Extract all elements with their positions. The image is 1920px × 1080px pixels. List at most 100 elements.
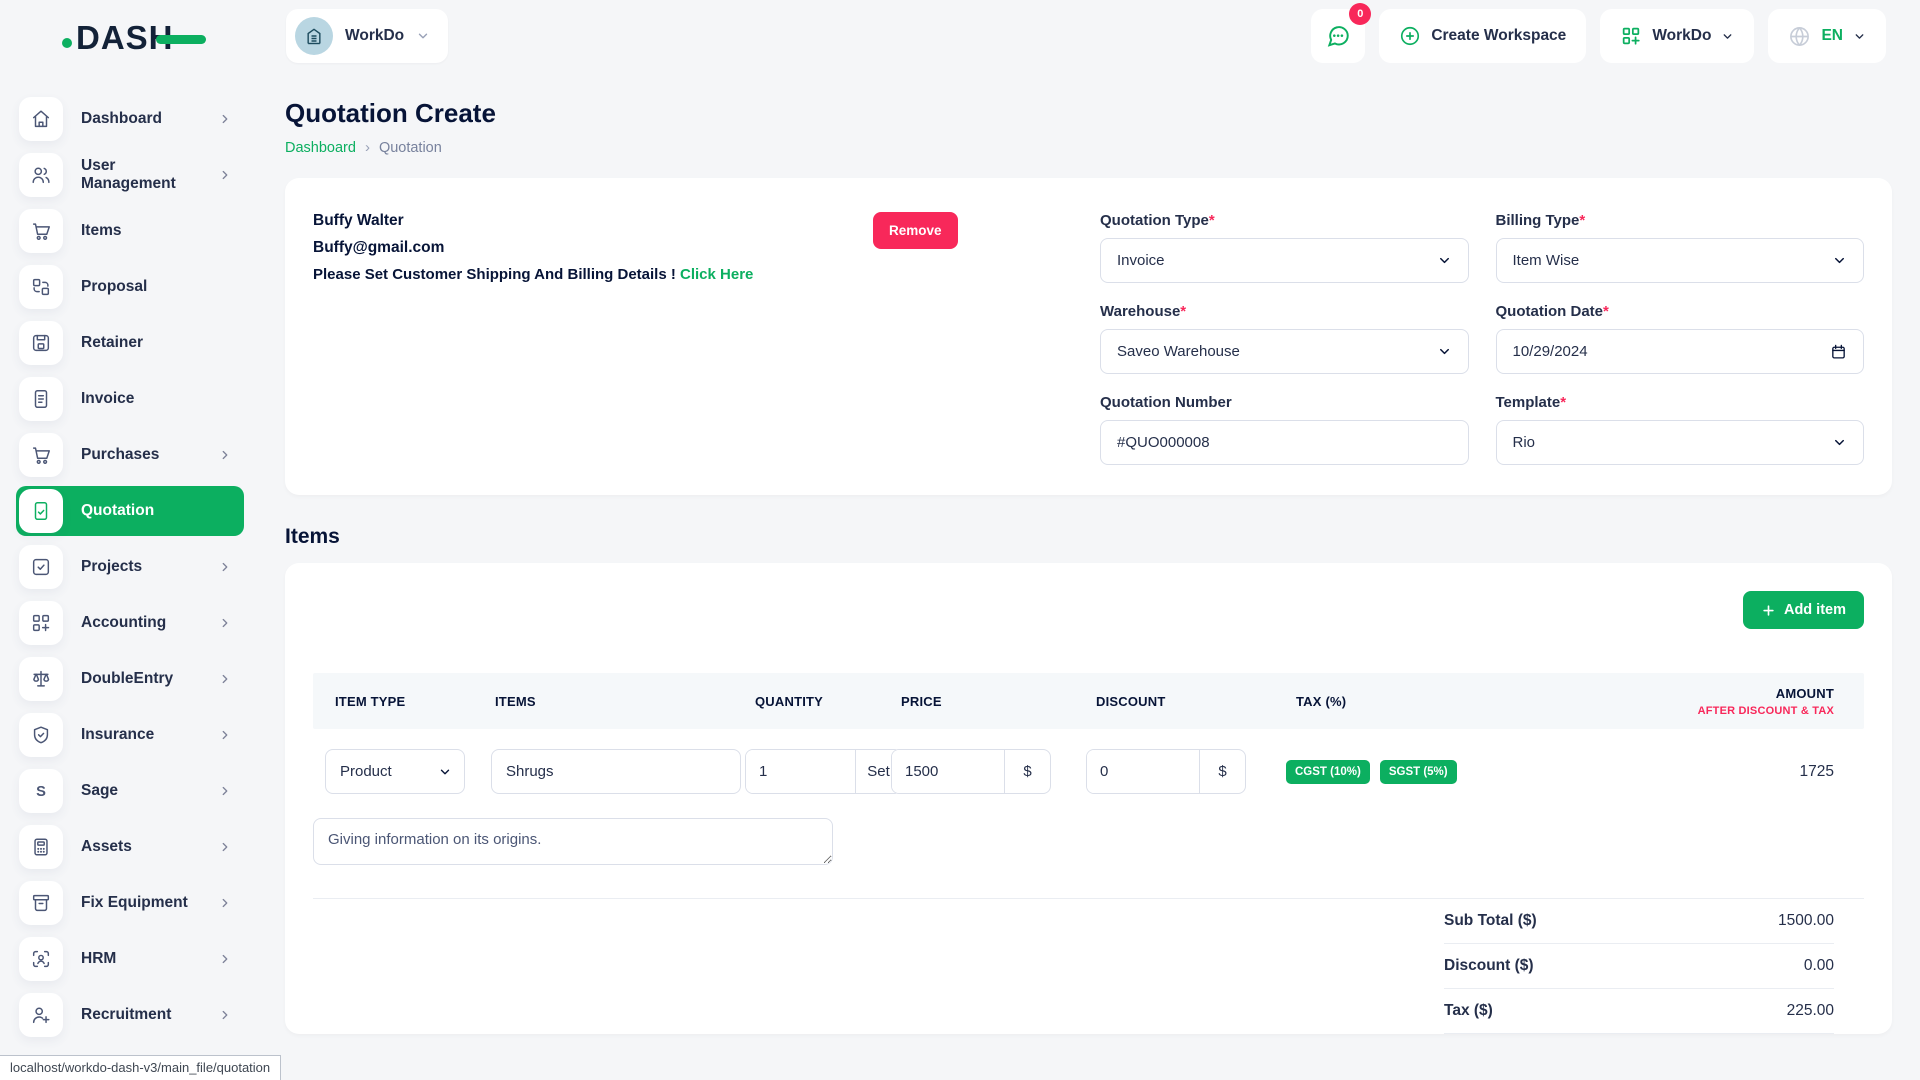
sidebar-item-quotation[interactable]: Quotation xyxy=(16,486,244,536)
remove-customer-button[interactable]: Remove xyxy=(873,212,958,249)
template-label: Template* xyxy=(1495,394,1567,411)
chevron-down-icon xyxy=(1855,33,1864,39)
item-description-input[interactable]: Giving information on its origins. xyxy=(313,818,833,865)
sidebar-item-label: Sage xyxy=(81,782,119,799)
sidebar-item-label: Quotation xyxy=(81,502,155,519)
quotation-date-field: Quotation Date* 10/29/2024 xyxy=(1495,303,1864,374)
discount-total-row: Discount ($) 0.00 xyxy=(1444,944,1834,989)
sidebar-item-assets[interactable]: Assets xyxy=(16,822,244,872)
click-here-link[interactable]: Click Here xyxy=(680,266,754,283)
customer-block: Buffy Walter Buffy@gmail.com Please Set … xyxy=(313,212,873,283)
discount-input[interactable] xyxy=(1087,750,1199,793)
sidebar-item-insurance[interactable]: Insurance xyxy=(16,710,244,760)
sidebar-item-hrm[interactable]: HRM xyxy=(16,934,244,984)
totals-divider xyxy=(313,898,1864,899)
tax-badge-sgst: SGST (5%) xyxy=(1379,759,1457,784)
quotation-form: Quotation Type* Invoice Billing Type* It… xyxy=(1100,212,1864,465)
quotation-number-label: Quotation Number xyxy=(1100,394,1232,411)
sidebar-item-purchases[interactable]: Purchases xyxy=(16,430,244,480)
sidebar-item-proposal[interactable]: Proposal xyxy=(16,262,244,312)
user-scan-icon xyxy=(19,937,63,981)
sidebar-item-accounting[interactable]: Accounting xyxy=(16,598,244,648)
col-item-type: ITEM TYPE xyxy=(335,693,406,709)
chevron-down-icon xyxy=(418,33,428,39)
template-select[interactable]: Rio xyxy=(1495,420,1864,465)
col-price: PRICE xyxy=(901,693,942,709)
breadcrumb-current: Quotation xyxy=(378,139,442,156)
browser-status-bar: localhost/workdo-dash-v3/main_file/quota… xyxy=(0,1055,282,1080)
create-workspace-button[interactable]: Create Workspace xyxy=(1379,9,1587,63)
chevron-down-icon xyxy=(440,769,450,774)
quotation-number-input[interactable]: #QUO000008 xyxy=(1100,420,1469,465)
billing-type-select[interactable]: Item Wise xyxy=(1495,238,1864,283)
workspace-selector[interactable]: WorkDo xyxy=(286,9,449,63)
cart-icon xyxy=(19,433,63,477)
quantity-group: Set xyxy=(745,749,902,794)
sidebar-item-retainer[interactable]: Retainer xyxy=(16,318,244,368)
sidebar-item-label: Invoice xyxy=(81,390,135,407)
user-plus-icon xyxy=(19,993,63,1037)
quotation-type-select[interactable]: Invoice xyxy=(1100,238,1469,283)
chevron-down-icon xyxy=(1835,439,1844,446)
grid-plus-icon xyxy=(19,601,63,645)
grid-plus-icon xyxy=(1623,27,1640,45)
sidebar-item-projects[interactable]: Projects xyxy=(16,542,244,592)
chat-bubble-icon xyxy=(1328,26,1350,47)
users-icon xyxy=(19,153,63,197)
sidebar: Dashboard User Management Items Proposal Ret… xyxy=(0,72,260,1080)
sidebar-item-label: Projects xyxy=(81,558,143,575)
breadcrumb-dashboard-link[interactable]: Dashboard xyxy=(285,139,356,156)
home-icon xyxy=(19,97,63,141)
svg-text:DASH: DASH xyxy=(76,19,174,56)
add-item-button[interactable]: Add item xyxy=(1742,591,1864,629)
chevron-down-icon xyxy=(1724,33,1732,39)
sidebar-item-sage[interactable]: S Sage xyxy=(16,766,244,816)
messages-button[interactable]: 0 xyxy=(1311,3,1372,63)
chevron-right-icon xyxy=(218,168,232,182)
language-label: EN xyxy=(1821,27,1843,44)
chevron-right-icon xyxy=(218,840,232,854)
item-description-row: Giving information on its origins. xyxy=(313,818,1864,870)
workspace-switcher-button[interactable]: WorkDo xyxy=(1600,9,1755,63)
subtotal-value: 1500.00 xyxy=(1777,912,1834,929)
sidebar-item-label: Dashboard xyxy=(81,110,162,127)
tax-total-label: Tax ($) xyxy=(1444,1002,1493,1019)
svg-text:S: S xyxy=(36,784,46,800)
sidebar-item-items[interactable]: Items xyxy=(16,206,244,256)
breadcrumb-separator: › xyxy=(364,139,370,156)
sidebar-item-label: Assets xyxy=(81,838,132,855)
sidebar-item-doubleentry[interactable]: DoubleEntry xyxy=(16,654,244,704)
warehouse-select[interactable]: Saveo Warehouse xyxy=(1100,329,1469,374)
notification-badge: 0 xyxy=(1349,3,1372,25)
customer-note-text: Please Set Customer Shipping And Billing… xyxy=(313,266,676,283)
chevron-down-icon xyxy=(1835,257,1844,264)
quotation-date-input[interactable]: 10/29/2024 xyxy=(1495,329,1864,374)
file-check-icon xyxy=(19,489,63,533)
sidebar-item-label: User Management xyxy=(81,157,176,192)
sidebar-item-invoice[interactable]: Invoice xyxy=(16,374,244,424)
item-type-select[interactable]: Product xyxy=(325,749,465,794)
totals-block: Sub Total ($) 1500.00 Discount ($) 0.00 … xyxy=(1444,899,1864,1034)
plus-icon xyxy=(1763,604,1774,616)
tax-total-row: Tax ($) 225.00 xyxy=(1444,989,1834,1034)
chevron-right-icon xyxy=(218,112,232,126)
items-card: Add item ITEM TYPE ITEMS QUANTITY PRICE … xyxy=(285,563,1892,1034)
price-input[interactable] xyxy=(892,750,1004,793)
chevron-down-icon xyxy=(1439,257,1449,264)
check-square-icon xyxy=(19,545,63,589)
item-name-input[interactable] xyxy=(491,749,741,794)
workspace-switcher-label: WorkDo xyxy=(1652,27,1712,44)
chevron-down-icon xyxy=(1439,348,1449,355)
sidebar-item-user-management[interactable]: User Management xyxy=(16,150,244,200)
language-selector[interactable]: EN xyxy=(1768,9,1886,63)
sidebar-item-fix-equipment[interactable]: Fix Equipment xyxy=(16,878,244,928)
calculator-icon xyxy=(19,825,63,869)
col-tax: TAX (%) xyxy=(1296,693,1347,709)
sidebar-item-recruitment[interactable]: Recruitment xyxy=(16,990,244,1040)
discount-unit: $ xyxy=(1199,750,1245,793)
col-amount: AMOUNT AFTER DISCOUNT & TAX xyxy=(1476,686,1864,717)
quantity-input[interactable] xyxy=(746,750,855,793)
sidebar-item-dashboard[interactable]: Dashboard xyxy=(16,94,244,144)
globe-icon xyxy=(1790,26,1810,46)
row-amount: 1725 xyxy=(1799,762,1834,780)
